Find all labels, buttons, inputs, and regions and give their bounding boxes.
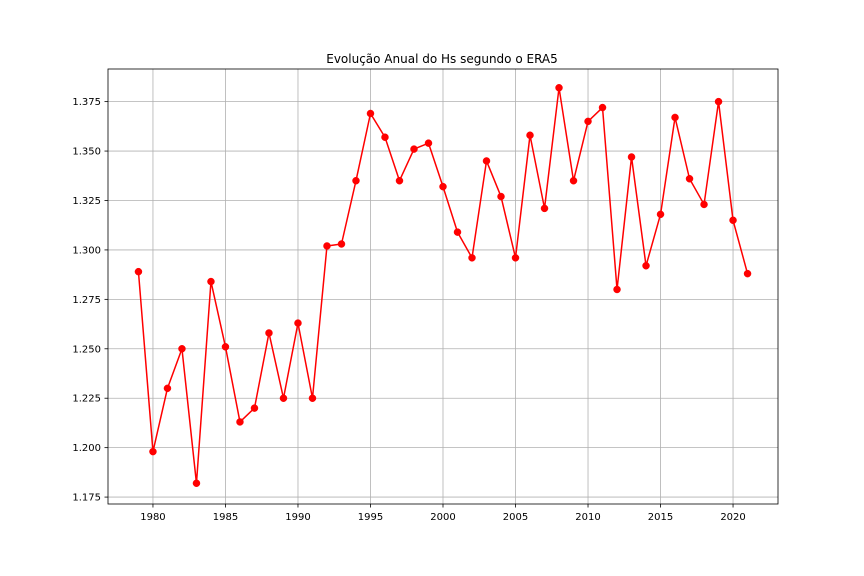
data-point [352,176,360,185]
y-tick-label: 1.225 [72,394,101,405]
data-point [453,228,462,236]
data-point [308,394,317,402]
y-tick-label: 1.300 [72,245,101,256]
data-point [714,97,723,106]
x-tick-label: 2000 [430,512,455,523]
data-point [149,447,157,456]
data-point [366,109,375,118]
data-point [656,210,665,219]
data-point [178,345,186,353]
data-point [163,384,172,393]
data-point [134,267,143,276]
axes: 1980 1985 1990 1995 2000 2005 2010 2015 2020 1.17… [72,68,779,523]
grid-lines [108,69,778,504]
data-point [540,204,549,213]
data-point [410,145,418,153]
data-point [323,242,331,250]
data-point [236,418,244,426]
data-point [743,269,752,278]
data-point [613,285,621,294]
x-tick-label: 1985 [213,512,238,523]
data-point [395,176,404,185]
data-point [511,254,520,262]
y-tick-label: 1.325 [72,196,101,207]
data-point [729,216,737,225]
data-point [381,133,389,141]
y-tick-label: 1.250 [72,344,101,355]
data-point [294,319,302,327]
data-point [685,174,694,183]
data-point [468,254,476,262]
data-point [700,200,708,209]
y-tick-label: 1.350 [72,147,101,158]
data-point [584,117,592,126]
x-tick-label: 1980 [140,512,165,523]
chart-title: Evolução Anual do Hs segundo o ERA5 [326,52,558,66]
data-point [497,192,505,201]
x-tick-label: 1990 [285,512,310,523]
x-tick-label: 1995 [358,512,383,523]
data-point [569,176,578,185]
data-point [250,404,259,412]
data-point [207,277,215,286]
data-point [642,261,650,270]
data-point [555,84,563,92]
data-point [526,131,534,139]
data-point [192,479,201,487]
data-point [424,139,433,147]
data-point [265,329,273,337]
series-layer [134,84,752,487]
x-tick-label: 2015 [648,512,673,523]
y-tick-label: 1.200 [72,443,101,454]
data-point [221,343,230,351]
x-tick-label: 2005 [503,512,528,523]
x-tick-label: 2020 [720,512,745,523]
data-point [279,394,288,402]
x-tick-label: 2010 [575,512,600,523]
data-point [627,153,636,161]
data-point [337,240,346,248]
y-tick-label: 1.375 [72,97,101,108]
y-tick-label: 1.275 [72,295,101,306]
data-point [671,113,679,122]
data-point [482,157,491,165]
data-point [598,103,607,112]
data-point [439,182,447,191]
y-tick-label: 1.175 [72,493,101,504]
